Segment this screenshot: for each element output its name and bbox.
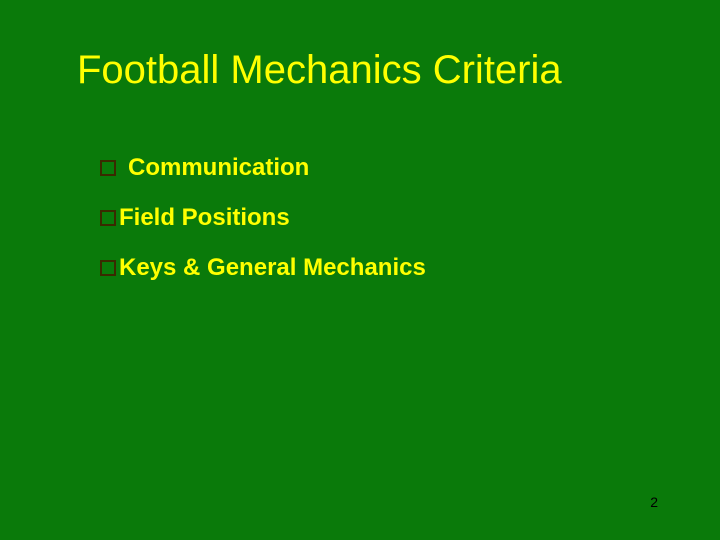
square-bullet-icon [100, 160, 116, 176]
list-item: Keys & General Mechanics [100, 254, 426, 282]
slide-title: Football Mechanics Criteria [77, 48, 562, 93]
list-item: Communication [100, 154, 426, 182]
bullet-text: Field Positions [119, 204, 290, 232]
list-item: Field Positions [100, 204, 426, 232]
bullet-list: Communication Field Positions Keys & Gen… [100, 154, 426, 304]
page-number: 2 [650, 494, 658, 510]
bullet-text: Keys & General Mechanics [119, 254, 426, 282]
square-bullet-icon [100, 260, 116, 276]
square-bullet-icon [100, 210, 116, 226]
bullet-text: Communication [128, 154, 309, 182]
